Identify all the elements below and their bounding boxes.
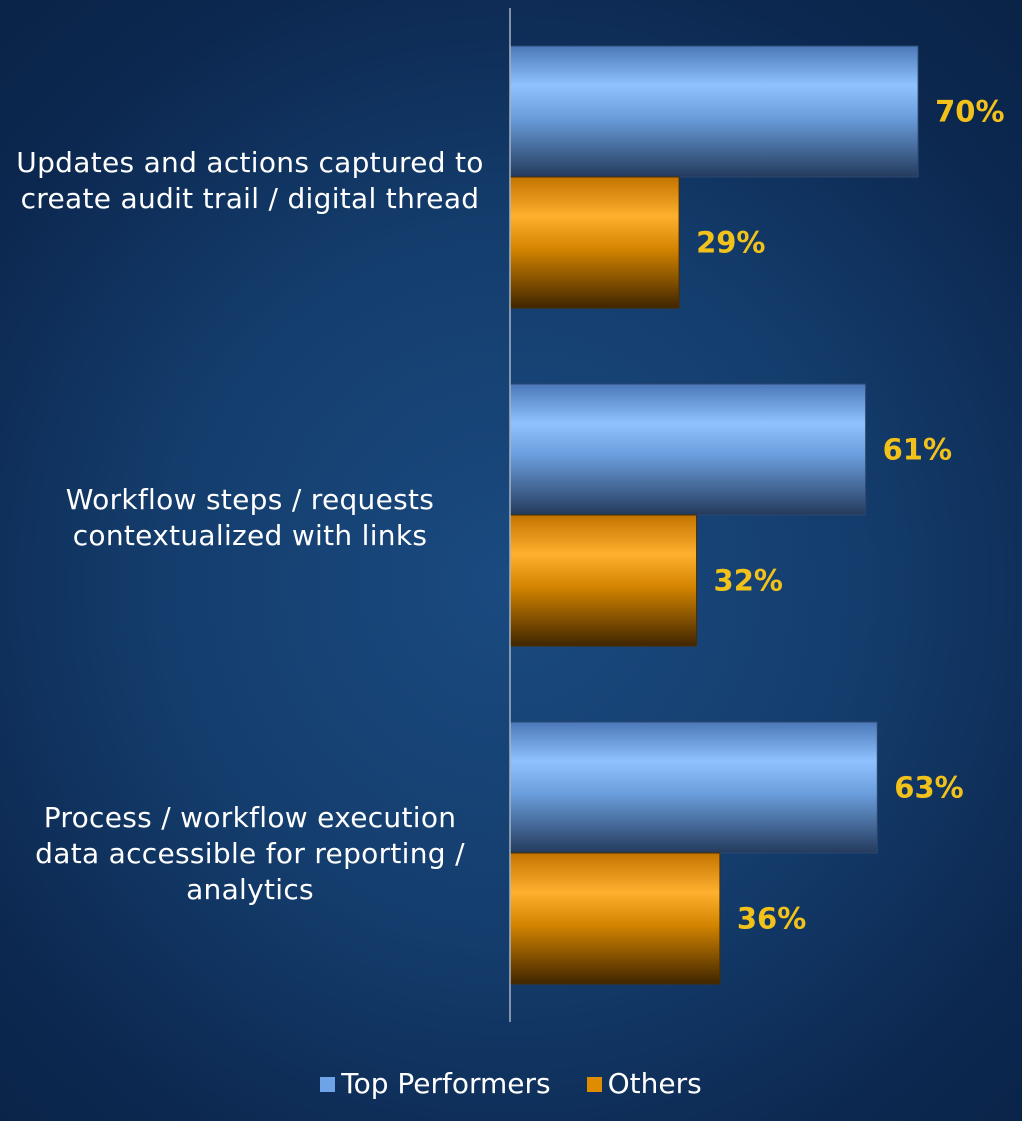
- bar-top-performers-1: [509, 383, 867, 516]
- legend-label-others: Others: [607, 1067, 702, 1100]
- legend-item-others: Others: [586, 1064, 702, 1104]
- value-label-others-2: 36%: [737, 902, 806, 936]
- value-label-top-performers-2: 63%: [894, 771, 963, 805]
- legend-label-top-performers: Top Performers: [341, 1067, 551, 1100]
- value-label-others-0: 29%: [696, 226, 765, 260]
- bar-others-2: [509, 852, 721, 985]
- value-label-top-performers-0: 70%: [935, 95, 1004, 129]
- legend: Top Performers Others: [0, 1064, 1022, 1104]
- bars-group: [509, 45, 919, 985]
- category-label-0: Updates and actions captured to create a…: [16, 146, 484, 215]
- legend-swatch-others: [586, 1076, 602, 1092]
- bar-top-performers-0: [509, 45, 919, 178]
- category-label-2: Process / workflow execution data access…: [35, 801, 465, 906]
- bar-others-0: [509, 176, 680, 309]
- bar-others-1: [509, 514, 698, 647]
- value-labels-group: 70% 29% 61% 32% 63% 36%: [696, 95, 1004, 936]
- legend-item-top-performers: Top Performers: [320, 1064, 551, 1104]
- bar-top-performers-2: [509, 721, 878, 854]
- value-label-top-performers-1: 61%: [883, 433, 952, 467]
- legend-swatch-top-performers: [320, 1076, 336, 1092]
- value-label-others-1: 32%: [714, 564, 783, 598]
- category-label-1: Workflow steps / requests contextualized…: [65, 483, 435, 552]
